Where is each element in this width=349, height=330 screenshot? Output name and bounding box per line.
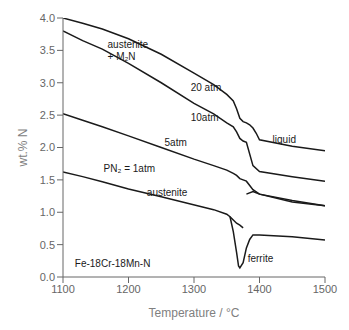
svg-text:1.5: 1.5 (40, 174, 55, 186)
svg-text:1200: 1200 (116, 283, 140, 295)
svg-text:Temperature / °C: Temperature / °C (149, 306, 240, 320)
svg-text:20 atm: 20 atm (191, 82, 222, 93)
svg-text:1100: 1100 (51, 283, 75, 295)
svg-text:1.0: 1.0 (40, 206, 55, 218)
svg-text:2.5: 2.5 (40, 109, 55, 121)
svg-text:wt.% N: wt.% N (16, 128, 30, 167)
svg-text:liquid: liquid (273, 134, 296, 145)
svg-text:1300: 1300 (182, 283, 206, 295)
svg-text:10atm: 10atm (191, 112, 219, 123)
svg-text:4.0: 4.0 (40, 12, 55, 24)
svg-text:PN₂ = 1atm: PN₂ = 1atm (104, 163, 155, 174)
svg-text:Fe-18Cr-18Mn-N: Fe-18Cr-18Mn-N (75, 257, 151, 268)
svg-text:3.0: 3.0 (40, 77, 55, 89)
svg-text:5atm: 5atm (165, 137, 187, 148)
svg-text:0.0: 0.0 (40, 271, 55, 283)
svg-text:austenite+ M₂N: austenite+ M₂N (108, 39, 149, 62)
svg-text:0.5: 0.5 (40, 239, 55, 251)
svg-text:2.0: 2.0 (40, 141, 55, 153)
svg-text:3.5: 3.5 (40, 44, 55, 56)
svg-text:1500: 1500 (313, 283, 337, 295)
svg-text:1400: 1400 (247, 283, 271, 295)
svg-text:austenite: austenite (147, 186, 188, 197)
svg-text:ferrite: ferrite (248, 252, 274, 263)
